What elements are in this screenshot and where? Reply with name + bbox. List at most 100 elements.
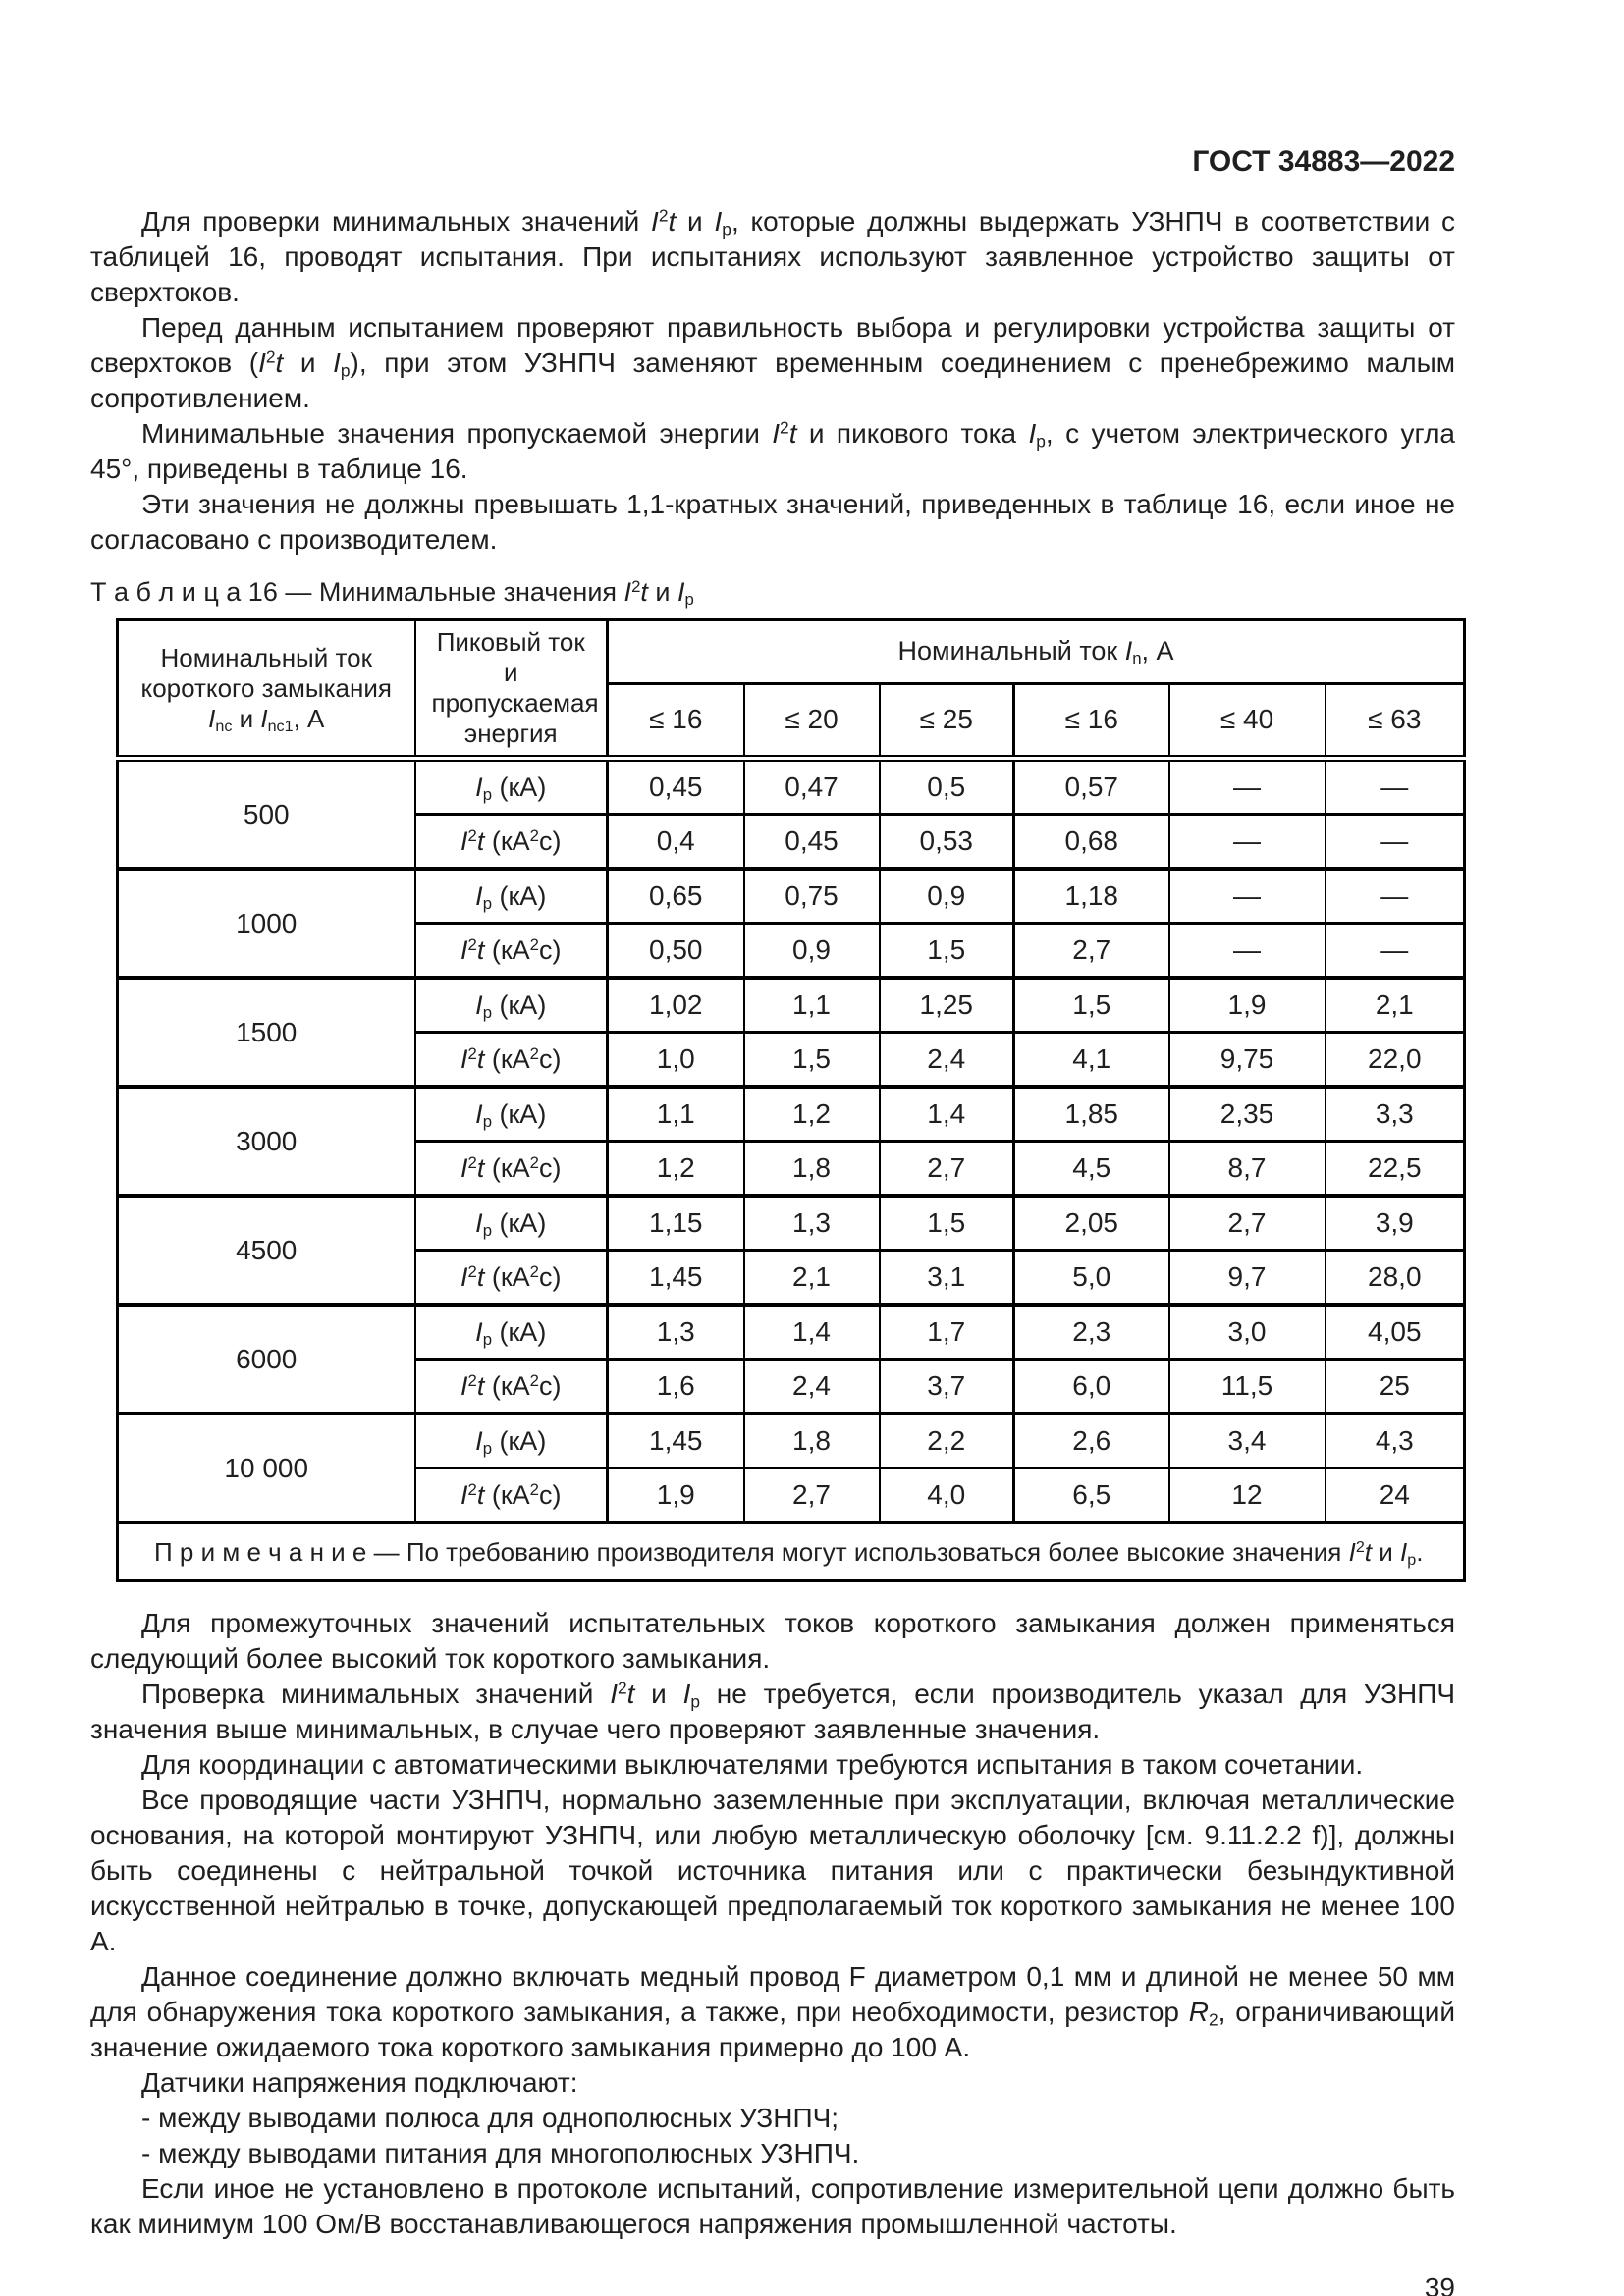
list-item-dash: - между выводами полюса для однополюсных… bbox=[141, 2103, 839, 2133]
row-label-ip: Ip (кА) bbox=[413, 1086, 609, 1143]
value-cell: 8,7 bbox=[1167, 1140, 1326, 1198]
value-cell: 2,3 bbox=[1012, 1304, 1170, 1361]
value-cell: 0,45 bbox=[742, 813, 881, 871]
value-cell: 4,05 bbox=[1324, 1304, 1466, 1361]
value-cell: 4,0 bbox=[878, 1467, 1015, 1524]
value-cell: 1,4 bbox=[878, 1086, 1015, 1143]
value-cell: 1,5 bbox=[878, 922, 1015, 980]
paragraph: Проверка минимальных значений I2t и Ip н… bbox=[90, 1678, 1455, 1744]
value-cell: 1,1 bbox=[606, 1086, 745, 1143]
value-cell: 3,3 bbox=[1324, 1086, 1466, 1143]
value-cell: 1,45 bbox=[606, 1249, 745, 1307]
table-subheader-row: ≤ 16 ≤ 20 ≤ 25 ≤ 16 ≤ 40 ≤ 63 bbox=[118, 682, 1466, 763]
header-short-circuit-current: Номинальный ток короткого замыкания Inc … bbox=[116, 618, 416, 762]
paragraph: Перед данным испытанием проверяют правил… bbox=[90, 312, 1455, 413]
value-cell: 0,9 bbox=[878, 868, 1015, 925]
value-cell: 1,5 bbox=[742, 1031, 881, 1089]
value-cell: — bbox=[1167, 813, 1326, 871]
value-cell: 0,68 bbox=[1012, 813, 1170, 871]
row-label-ip: Ip (кА) bbox=[413, 1304, 609, 1361]
row-label-ip: Ip (кА) bbox=[413, 868, 609, 925]
value-cell: 3,9 bbox=[1324, 1195, 1466, 1252]
header-nominal-current-group: Номинальный ток In, А bbox=[605, 618, 1466, 685]
row-label-i2t: I2t (кА2с) bbox=[413, 1358, 609, 1415]
value-cell: 0,45 bbox=[606, 757, 745, 816]
page-content: ГОСТ 34883—2022 Для проверки минимальных… bbox=[0, 145, 1624, 2296]
value-cell: 5,0 bbox=[1012, 1249, 1170, 1307]
value-cell: 3,4 bbox=[1167, 1413, 1326, 1469]
list-item-dash: - между выводами питания для многополюсн… bbox=[141, 2138, 860, 2168]
short-circuit-current-cell: 4500 bbox=[116, 1195, 416, 1307]
row-label-i2t: I2t (кА2с) bbox=[413, 813, 609, 871]
value-cell: — bbox=[1167, 868, 1326, 925]
paragraph: Эти значения не должны превышать 1,1-кра… bbox=[90, 489, 1455, 555]
doc-number: ГОСТ 34883—2022 bbox=[1192, 145, 1455, 178]
table-note: П р и м е ч а н и е — По требованию прои… bbox=[116, 1521, 1466, 1582]
table-row: 3000 Ip (кА) 1,1 1,2 1,4 1,85 2,35 3,3 bbox=[116, 1086, 1466, 1198]
table-note-row: П р и м е ч а н и е — По требованию прои… bbox=[116, 1521, 1466, 1582]
short-circuit-current-cell: 1000 bbox=[116, 868, 416, 980]
header-subcol: ≤ 16 bbox=[1012, 682, 1170, 763]
value-cell: 1,8 bbox=[742, 1140, 881, 1198]
short-circuit-current-cell: 3000 bbox=[116, 1086, 416, 1198]
value-cell: — bbox=[1324, 813, 1466, 871]
table-row: I2t (кА2с) 1,9 2,7 4,0 6,5 12 24 bbox=[118, 1467, 1466, 1524]
paragraph: Все проводящие части УЗНПЧ, нормально за… bbox=[90, 1785, 1455, 1956]
row-label-i2t: I2t (кА2с) bbox=[413, 1467, 609, 1524]
value-cell: 1,15 bbox=[606, 1195, 745, 1252]
table-header-row: Номинальный ток короткого замыкания Inc … bbox=[116, 618, 1466, 762]
row-label-i2t: I2t (кА2с) bbox=[413, 1031, 609, 1089]
value-cell: 3,0 bbox=[1167, 1304, 1326, 1361]
value-cell: 1,9 bbox=[1167, 977, 1326, 1034]
table-row: I2t (кА2с) 1,45 2,1 3,1 5,0 9,7 28,0 bbox=[118, 1249, 1466, 1307]
short-circuit-current-cell: 6000 bbox=[116, 1304, 416, 1415]
table-row: 10 000 Ip (кА) 1,45 1,8 2,2 2,6 3,4 4,3 bbox=[116, 1413, 1466, 1524]
header-subcol: ≤ 40 bbox=[1167, 682, 1326, 763]
paragraph: Если иное не установлено в протоколе исп… bbox=[90, 2173, 1455, 2239]
row-label-ip: Ip (кА) bbox=[413, 757, 609, 816]
value-cell: 2,35 bbox=[1167, 1086, 1326, 1143]
value-cell: 0,9 bbox=[742, 922, 881, 980]
row-label-ip: Ip (кА) bbox=[413, 977, 609, 1034]
value-cell: 9,75 bbox=[1167, 1031, 1326, 1089]
value-cell: 1,4 bbox=[742, 1304, 881, 1361]
header-peak-current-energy: Пиковый ток и пропускаемая энергия bbox=[413, 618, 609, 762]
value-cell: 2,7 bbox=[878, 1140, 1015, 1198]
value-cell: 1,85 bbox=[1012, 1086, 1170, 1143]
value-cell: 3,1 bbox=[878, 1249, 1015, 1307]
paragraph: Данное соединение должно включать медный… bbox=[90, 1961, 1455, 2062]
value-cell: 2,4 bbox=[742, 1358, 881, 1415]
value-cell: 2,05 bbox=[1012, 1195, 1170, 1252]
table-caption: Т а б л и ц а 16 — Минимальные значения … bbox=[90, 576, 694, 610]
value-cell: 4,3 bbox=[1324, 1413, 1466, 1469]
header-subcol: ≤ 16 bbox=[606, 682, 745, 763]
value-cell: 6,5 bbox=[1012, 1467, 1170, 1524]
value-cell: 0,65 bbox=[606, 868, 745, 925]
table-16: Номинальный ток короткого замыкания Inc … bbox=[116, 618, 1467, 1582]
paragraph: Датчики напряжения подключают: bbox=[141, 2067, 578, 2098]
value-cell: — bbox=[1167, 757, 1326, 816]
value-cell: 11,5 bbox=[1167, 1358, 1326, 1415]
table-row: I2t (кА2с) 1,0 1,5 2,4 4,1 9,75 22,0 bbox=[118, 1031, 1466, 1089]
value-cell: 0,5 bbox=[878, 757, 1015, 816]
value-cell: 1,1 bbox=[742, 977, 881, 1034]
table-row: I2t (кА2с) 1,6 2,4 3,7 6,0 11,5 25 bbox=[118, 1358, 1466, 1415]
value-cell: 1,5 bbox=[878, 1195, 1015, 1252]
value-cell: 0,57 bbox=[1012, 757, 1170, 816]
value-cell: 0,75 bbox=[742, 868, 881, 925]
value-cell: 2,7 bbox=[1012, 922, 1170, 980]
table-row: 1000 Ip (кА) 0,65 0,75 0,9 1,18 — — bbox=[116, 868, 1466, 980]
value-cell: 2,6 bbox=[1012, 1413, 1170, 1469]
value-cell: 6,0 bbox=[1012, 1358, 1170, 1415]
value-cell: 1,25 bbox=[878, 977, 1015, 1034]
header-subcol: ≤ 63 bbox=[1324, 682, 1466, 763]
value-cell: — bbox=[1167, 922, 1326, 980]
value-cell: 2,7 bbox=[742, 1467, 881, 1524]
header-subcol: ≤ 25 bbox=[878, 682, 1015, 763]
value-cell: 3,7 bbox=[878, 1358, 1015, 1415]
value-cell: 1,7 bbox=[878, 1304, 1015, 1361]
value-cell: 2,7 bbox=[1167, 1195, 1326, 1252]
short-circuit-current-cell: 1500 bbox=[116, 977, 416, 1089]
page-number: 39 bbox=[1424, 2272, 1455, 2296]
value-cell: 2,4 bbox=[878, 1031, 1015, 1089]
